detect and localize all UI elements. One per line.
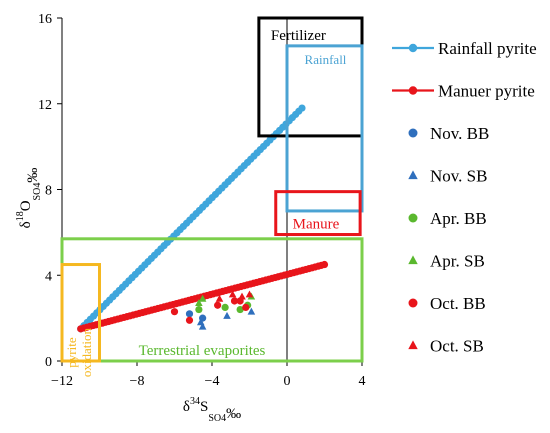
x-tick-label: 0 [284, 374, 291, 389]
series-nov-sb [196, 307, 256, 330]
data-point [236, 305, 244, 314]
fertilizer-label: Fertilizer [271, 28, 326, 44]
legend-item: Manuer pyrite [392, 82, 535, 101]
series-rainfall-pyrite [77, 104, 306, 333]
data-point [320, 260, 329, 269]
manure-label: Manure [293, 217, 340, 233]
y-tick-label: 0 [45, 355, 52, 370]
y-axis-title: δ18OSO4‰ [15, 168, 43, 229]
legend-marker [408, 43, 418, 53]
data-point [195, 305, 203, 314]
legend-item: Nov. SB [408, 167, 487, 186]
legend-item: Rainfall pyrite [392, 39, 537, 58]
x-tick-label: 4 [359, 374, 366, 389]
terrestrial-evaporites-label: Terrestrial evaporites [139, 343, 266, 359]
y-tick-label: 16 [38, 12, 52, 27]
data-point [228, 290, 237, 298]
legend-item: Oct. BB [408, 294, 486, 313]
manure-box [274, 190, 362, 237]
data-point [198, 322, 207, 330]
legend: Rainfall pyrite Manuer pyrite Nov. BB Nov. … [392, 39, 537, 356]
legend-marker [408, 213, 418, 223]
y-tick-label: 12 [38, 98, 52, 113]
pyrite-oxidation-box [60, 263, 101, 363]
data-point [298, 104, 306, 112]
data-point [245, 290, 254, 298]
series-oct-bb [170, 297, 250, 324]
data-point [170, 308, 179, 316]
rainfall-box [285, 44, 364, 213]
data-point [242, 303, 250, 312]
data-point [195, 299, 203, 306]
data-point [221, 303, 229, 312]
legend-label: Nov. BB [430, 124, 489, 143]
y-tick-label: 4 [45, 269, 52, 284]
legend-marker [408, 86, 418, 95]
legend-item: Nov. BB [408, 124, 489, 143]
legend-label: Oct. SB [430, 337, 484, 356]
legend-marker [408, 298, 418, 308]
rainfall-label: Rainfall [305, 52, 347, 67]
legend-label: Apr. BB [430, 209, 487, 228]
data-point [223, 311, 231, 319]
legend-marker [408, 128, 418, 138]
data-series-group [77, 104, 329, 333]
legend-marker [408, 255, 418, 265]
data-point [185, 310, 194, 318]
legend-item: Apr. SB [408, 252, 485, 271]
data-point [215, 294, 224, 302]
pyrite-oxidation-label: pyriteoxidation [64, 327, 94, 377]
series-oct-sb [215, 290, 254, 302]
legend-label: Nov. SB [430, 167, 487, 186]
legend-label: Rainfall pyrite [438, 39, 537, 58]
legend-item: Oct. SB [408, 337, 484, 356]
data-point [230, 297, 239, 305]
legend-label: Manuer pyrite [438, 82, 535, 101]
legend-label: Apr. SB [430, 252, 485, 271]
legend-label: Oct. BB [430, 294, 486, 313]
legend-item: Apr. BB [408, 209, 487, 228]
legend-marker [408, 170, 418, 180]
annotation-manure: Manure [274, 190, 362, 237]
x-tick-label: −12 [51, 374, 73, 389]
data-point [247, 307, 256, 315]
annotation-fertilizer: Fertilizer [257, 16, 364, 138]
data-point [214, 301, 222, 309]
data-point [198, 294, 207, 302]
x-axis-title: δ34SSO4‰ [183, 396, 241, 424]
y-tick-label: 8 [45, 184, 52, 199]
data-point [185, 316, 194, 324]
annotation-rainfall: Rainfall [285, 44, 364, 213]
data-point [238, 292, 246, 300]
legend-marker [408, 340, 418, 350]
x-tick-label: −4 [205, 374, 220, 389]
annotation-pyrite-oxidation: pyriteoxidation [60, 263, 101, 377]
x-tick-label: −8 [130, 374, 145, 389]
